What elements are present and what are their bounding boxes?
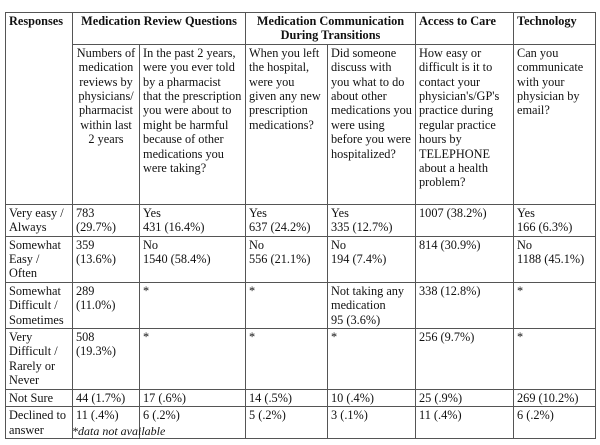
value-cell: 11 (.4%) <box>72 406 140 439</box>
value-cell: 6 (.2%) <box>139 406 246 439</box>
value-cell: No 556 (21.1%) <box>245 235 328 283</box>
value-cell: * <box>245 328 328 390</box>
table-row: Very Difficult / Rarely or Never 508 (19.… <box>5 328 597 390</box>
row-label: Not Sure <box>5 388 73 408</box>
value-cell: 289 (11.0%) <box>72 281 140 330</box>
value-cell: Yes 431 (16.4%) <box>139 203 246 237</box>
row-label: Somewhat Difficult / Sometimes <box>5 281 73 330</box>
value-cell: Yes 335 (12.7%) <box>326 203 417 237</box>
value-cell: * <box>513 328 597 390</box>
question-cell: Numbers of medication reviews by physici… <box>72 43 140 205</box>
row-label: Very Difficult / Rarely or Never <box>5 328 73 390</box>
value-cell: Yes 637 (24.2%) <box>245 203 328 237</box>
value-cell: 5 (.2%) <box>245 406 328 439</box>
header-medication-review: Medication Review Questions <box>72 12 246 45</box>
value-cell: 6 (.2%) <box>513 406 597 439</box>
value-cell: 814 (30.9%) <box>415 235 515 283</box>
value-cell: Not taking any medication 95 (3.6%) <box>326 281 417 330</box>
question-cell: Did someone discuss with you what to do … <box>326 43 417 205</box>
value-cell: 359 (13.6%) <box>72 235 140 283</box>
table-row: Not Sure 44 (1.7%) 17 (.6%) 14 (.5%) 10 (.4%… <box>5 388 597 408</box>
row-label: Somewhat Easy / Often <box>5 235 73 283</box>
value-cell: 256 (9.7%) <box>415 328 515 390</box>
value-cell: * <box>513 281 597 330</box>
value-cell: 25 (.9%) <box>415 388 515 408</box>
table-row: Declined to answer 11 (.4%) 6 (.2%) 5 (.2%)… <box>5 406 597 439</box>
header-technology: Technology <box>513 12 597 45</box>
question-cell: How easy or difficult is it to contact y… <box>415 43 515 205</box>
row-label: Declined to answer <box>5 406 73 439</box>
value-cell: 1007 (38.2%) <box>415 203 515 237</box>
table-row: Somewhat Difficult / Sometimes 289 (11.0%… <box>5 281 597 330</box>
value-cell: No 1540 (58.4%) <box>139 235 246 283</box>
value-cell: * <box>245 281 328 330</box>
value-cell: No 1188 (45.1%) <box>513 235 597 283</box>
header-access-to-care: Access to Care <box>415 12 515 45</box>
value-cell: * <box>326 328 417 390</box>
value-cell: 269 (10.2%) <box>513 388 597 408</box>
row-label: Very easy / Always <box>5 203 73 237</box>
value-cell: 11 (.4%) <box>415 406 515 439</box>
value-cell: 14 (.5%) <box>245 388 328 408</box>
value-cell: 3 (.1%) <box>326 406 417 439</box>
footnote: *data not available <box>72 424 166 438</box>
survey-results-table: Responses Medication Review Questions Me… <box>5 12 597 439</box>
table-row: Very easy / Always 783 (29.7%) Yes 431 (16… <box>5 203 597 237</box>
value-cell: 338 (12.8%) <box>415 281 515 330</box>
header-medication-communication: Medication Communication During Transiti… <box>244 12 417 45</box>
value-cell: 783 (29.7%) <box>72 203 140 237</box>
value-cell: No 194 (7.4%) <box>326 235 417 283</box>
value-cell: 17 (.6%) <box>139 388 246 408</box>
table-row: Somewhat Easy / Often 359 (13.6%) No 1540 … <box>5 235 597 283</box>
question-cell: Can you communicate with your physician … <box>513 43 597 205</box>
value-cell: 10 (.4%) <box>326 388 417 408</box>
value-cell: * <box>139 281 246 330</box>
header-responses: Responses <box>5 12 73 205</box>
value-cell: Yes 166 (6.3%) <box>513 203 597 237</box>
value-cell: 508 (19.3%) <box>72 328 140 390</box>
question-cell: In the past 2 years, were you ever told … <box>139 43 246 205</box>
value-cell: * <box>139 328 246 390</box>
value-cell: 44 (1.7%) <box>72 388 140 408</box>
question-cell: When you left the hospital, were you giv… <box>245 43 328 205</box>
